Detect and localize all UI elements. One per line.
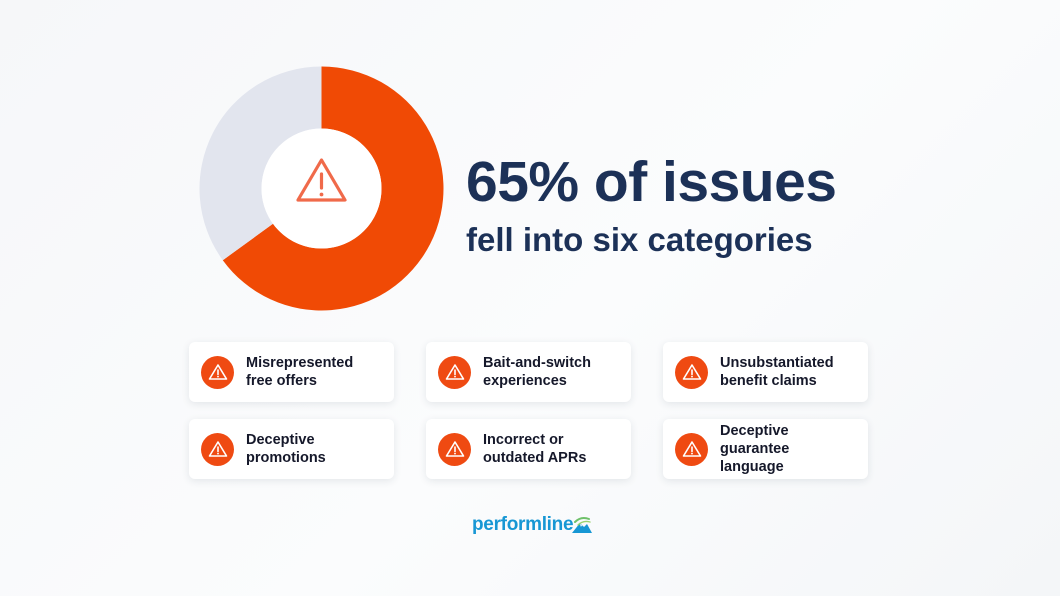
donut-chart [199,66,444,311]
chart-subtitle: fell into six categories [466,221,813,258]
category-label: Bait-and-switch experiences [483,354,623,390]
category-card-incorrect-aprs: Incorrect or outdated APRs [426,419,631,479]
donut-slice-issues [222,66,444,311]
category-label-line1: Incorrect or [483,432,564,448]
category-label-line1: Misrepresented [246,355,354,371]
warning-badge-icon [438,432,471,466]
category-card-deceptive-promotions: Deceptive promotions [189,419,394,479]
category-label-line2: outdated APRs [483,450,587,466]
headline: 65% of issues fell into six categories [466,150,837,260]
category-label-line2: free offers [246,373,317,389]
category-label-line2: benefit claims [720,373,817,389]
category-card-bait-and-switch: Bait-and-switch experiences [426,342,631,402]
warning-badge-icon [201,355,234,389]
category-label: Incorrect or outdated APRs [483,431,623,467]
category-label-line2: promotions [246,450,326,466]
category-label-line1: Bait-and-switch [483,355,591,371]
chart-title: 65% of issues [466,150,837,214]
category-label: Deceptive guarantee language [720,422,860,476]
donut-slice-remainder [199,66,322,261]
warning-triangle-icon [296,158,347,202]
category-label-line2: language [720,459,784,475]
category-label-line1: Unsubstantiated [720,355,834,371]
warning-badge-icon [675,355,708,389]
category-label-line2: experiences [483,373,567,389]
category-label: Unsubstantiated benefit claims [720,354,860,390]
category-label-line1: Deceptive [246,432,315,448]
warning-badge-icon [438,355,471,389]
category-label: Deceptive promotions [246,431,386,467]
category-label: Misrepresented free offers [246,354,386,390]
category-card-misrepresented-free-offers: Misrepresented free offers [189,342,394,402]
mountain-logo-icon [572,517,593,533]
category-label-line1: Deceptive guarantee [720,423,790,457]
brand-wordmark: performline [472,514,574,535]
performline-logo: performline [472,512,593,538]
category-card-unsubstantiated-claims: Unsubstantiated benefit claims [663,342,868,402]
warning-badge-icon [201,432,234,466]
warning-badge-icon [675,432,708,466]
category-card-deceptive-guarantee: Deceptive guarantee language [663,419,868,479]
